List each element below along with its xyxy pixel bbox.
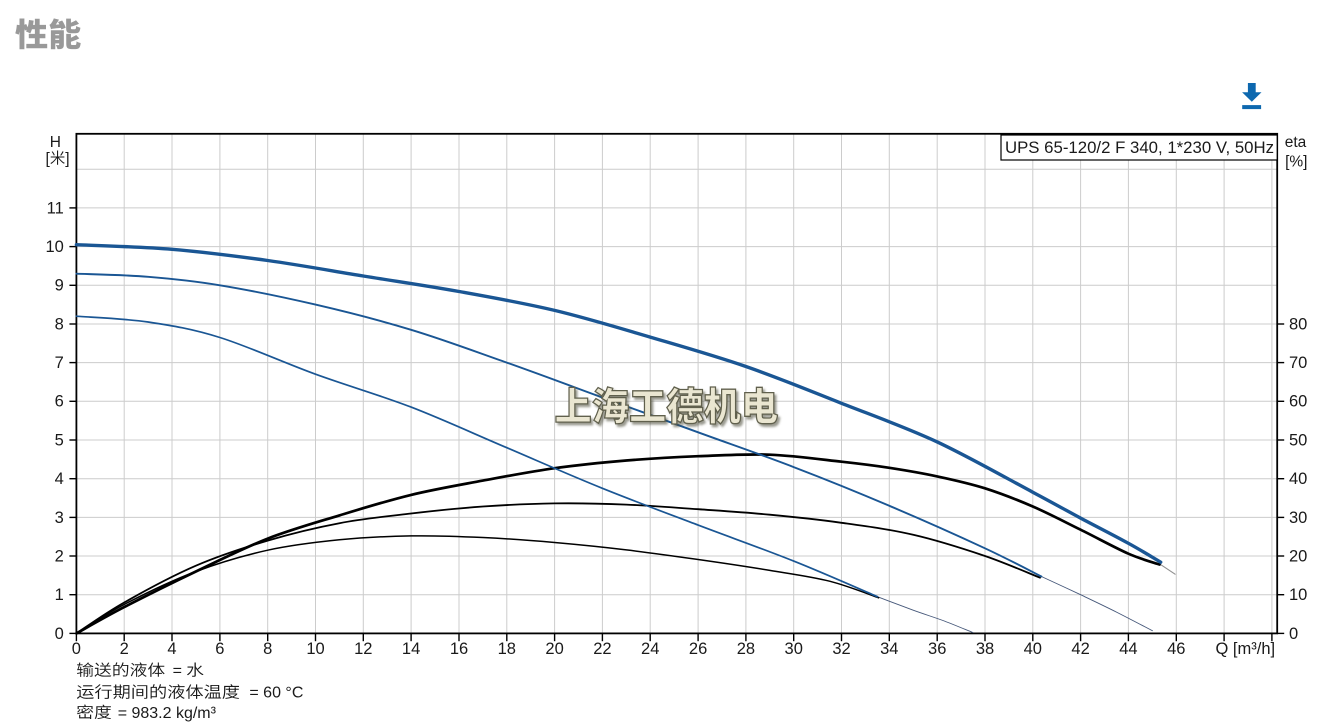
svg-text:18: 18 [498,640,516,658]
svg-text:9: 9 [55,277,64,295]
svg-text:=: = [173,663,182,680]
svg-text:0: 0 [72,640,81,658]
svg-text:7: 7 [55,354,64,372]
svg-text:3: 3 [55,509,64,527]
svg-text:10: 10 [306,640,324,658]
svg-text:UPS 65-120/2 F 340, 1*230 V, 5: UPS 65-120/2 F 340, 1*230 V, 50Hz [1005,138,1274,157]
svg-text:50: 50 [1289,431,1307,449]
svg-text:[: [ [45,151,50,168]
svg-text:8: 8 [55,315,64,333]
svg-text:4: 4 [167,640,176,658]
svg-text:12: 12 [354,640,372,658]
svg-text:30: 30 [1289,509,1307,527]
svg-text:42: 42 [1071,640,1089,658]
svg-text:14: 14 [402,640,420,658]
svg-text:6: 6 [215,640,224,658]
svg-text:8: 8 [263,640,272,658]
svg-text:36: 36 [928,640,946,658]
svg-text:= 60 °C: = 60 °C [249,685,303,702]
svg-text:11: 11 [47,199,64,217]
svg-text:0: 0 [1289,625,1298,643]
svg-text:Q [m³/h]: Q [m³/h] [1216,640,1276,658]
svg-text:46: 46 [1167,640,1185,658]
svg-text:[%]: [%] [1285,154,1307,171]
svg-text:24: 24 [641,640,659,658]
svg-text:20: 20 [545,640,563,658]
svg-text:38: 38 [976,640,994,658]
svg-text:60: 60 [1289,393,1307,411]
svg-text:10: 10 [45,238,63,256]
svg-text:= 983.2 kg/m³: = 983.2 kg/m³ [118,705,217,722]
svg-text:2: 2 [55,547,64,565]
svg-text:80: 80 [1289,315,1307,333]
svg-text:4: 4 [55,470,64,488]
svg-text:1: 1 [55,586,64,604]
svg-text:26: 26 [689,640,707,658]
svg-text:40: 40 [1024,640,1042,658]
svg-text:5: 5 [55,431,64,449]
svg-text:40: 40 [1289,470,1307,488]
svg-text:0: 0 [55,625,64,643]
svg-text:28: 28 [737,640,755,658]
svg-text:10: 10 [1289,586,1307,604]
svg-text:30: 30 [785,640,803,658]
svg-text:6: 6 [55,393,64,411]
svg-text:22: 22 [593,640,611,658]
svg-text:44: 44 [1119,640,1137,658]
svg-text:70: 70 [1289,354,1307,372]
svg-text:2: 2 [120,640,129,658]
svg-text:20: 20 [1289,547,1307,565]
svg-text:]: ] [65,151,69,168]
svg-text:32: 32 [832,640,850,658]
svg-text:eta: eta [1285,134,1307,151]
svg-text:H: H [50,134,61,151]
svg-text:34: 34 [880,640,898,658]
svg-text:16: 16 [450,640,468,658]
